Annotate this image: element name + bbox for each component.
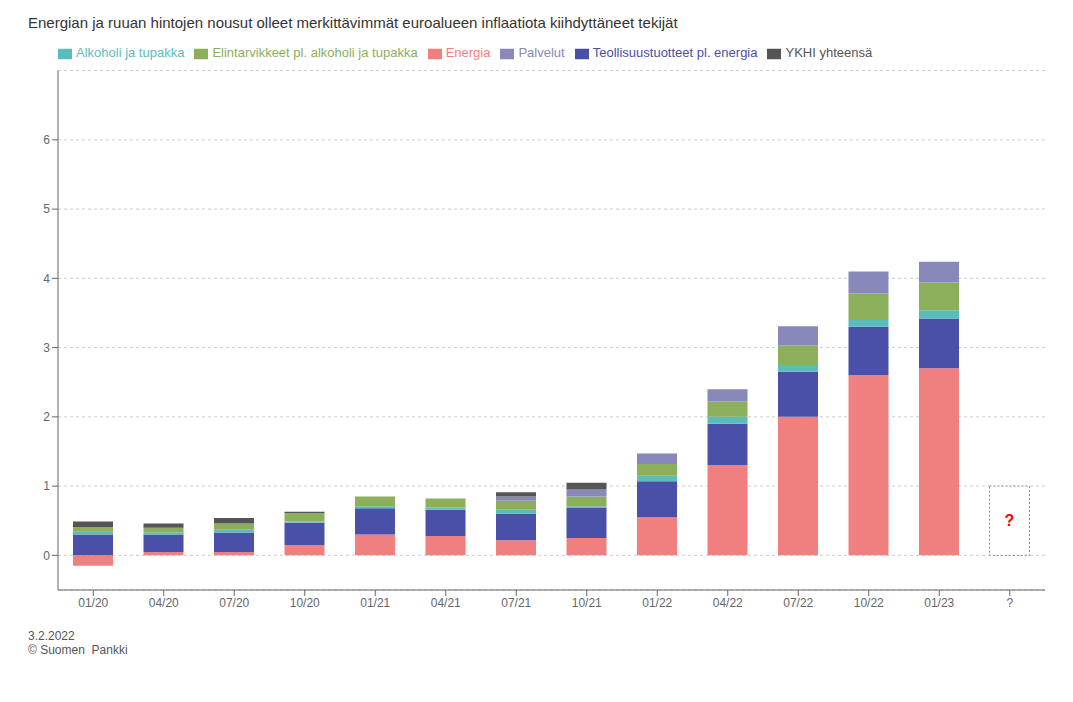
html-text:3.2.2022: 3.2.2022 <box>28 629 75 643</box>
svg-text:6: 6 <box>43 133 50 147</box>
svg-text:07/22: 07/22 <box>783 596 813 610</box>
svg-text:01/22: 01/22 <box>642 596 672 610</box>
svg-text:10/21: 10/21 <box>572 596 602 610</box>
html-text:Palvelut: Palvelut <box>518 45 565 60</box>
svg-text:07/20: 07/20 <box>219 596 249 610</box>
svg-text:01/23: 01/23 <box>924 596 954 610</box>
svg-text:01/20: 01/20 <box>78 596 108 610</box>
svg-text:?: ? <box>1006 596 1013 610</box>
html-text:Energian ja ruuan hintojen nou: Energian ja ruuan hintojen nousut olleet… <box>28 14 678 31</box>
svg-text:5: 5 <box>43 202 50 216</box>
html-text:Energia: Energia <box>445 45 491 60</box>
svg-text:04/20: 04/20 <box>149 596 179 610</box>
svg-text:4: 4 <box>43 272 50 286</box>
svg-text:10/20: 10/20 <box>290 596 320 610</box>
svg-text:?: ? <box>1005 512 1015 529</box>
html-text:Teollisuustuotteet pl. energia: Teollisuustuotteet pl. energia <box>592 45 758 60</box>
svg-text:01/21: 01/21 <box>360 596 390 610</box>
svg-text:0: 0 <box>43 549 50 563</box>
svg-text:1: 1 <box>43 479 50 493</box>
html-text:Alkoholi ja tupakka: Alkoholi ja tupakka <box>76 45 185 60</box>
svg-text:07/21: 07/21 <box>501 596 531 610</box>
svg-text:04/21: 04/21 <box>431 596 461 610</box>
html-text:© Suomen Pankki: © Suomen Pankki <box>28 643 128 657</box>
svg-text:04/22: 04/22 <box>713 596 743 610</box>
svg-text:2: 2 <box>43 410 50 424</box>
html-text:Elintarvikkeet pl. alkoholi ja: Elintarvikkeet pl. alkoholi ja tupakka <box>212 45 418 60</box>
html-text:YKHI yhteensä: YKHI yhteensä <box>785 45 873 60</box>
svg-text:10/22: 10/22 <box>854 596 884 610</box>
svg-text:3: 3 <box>43 341 50 355</box>
